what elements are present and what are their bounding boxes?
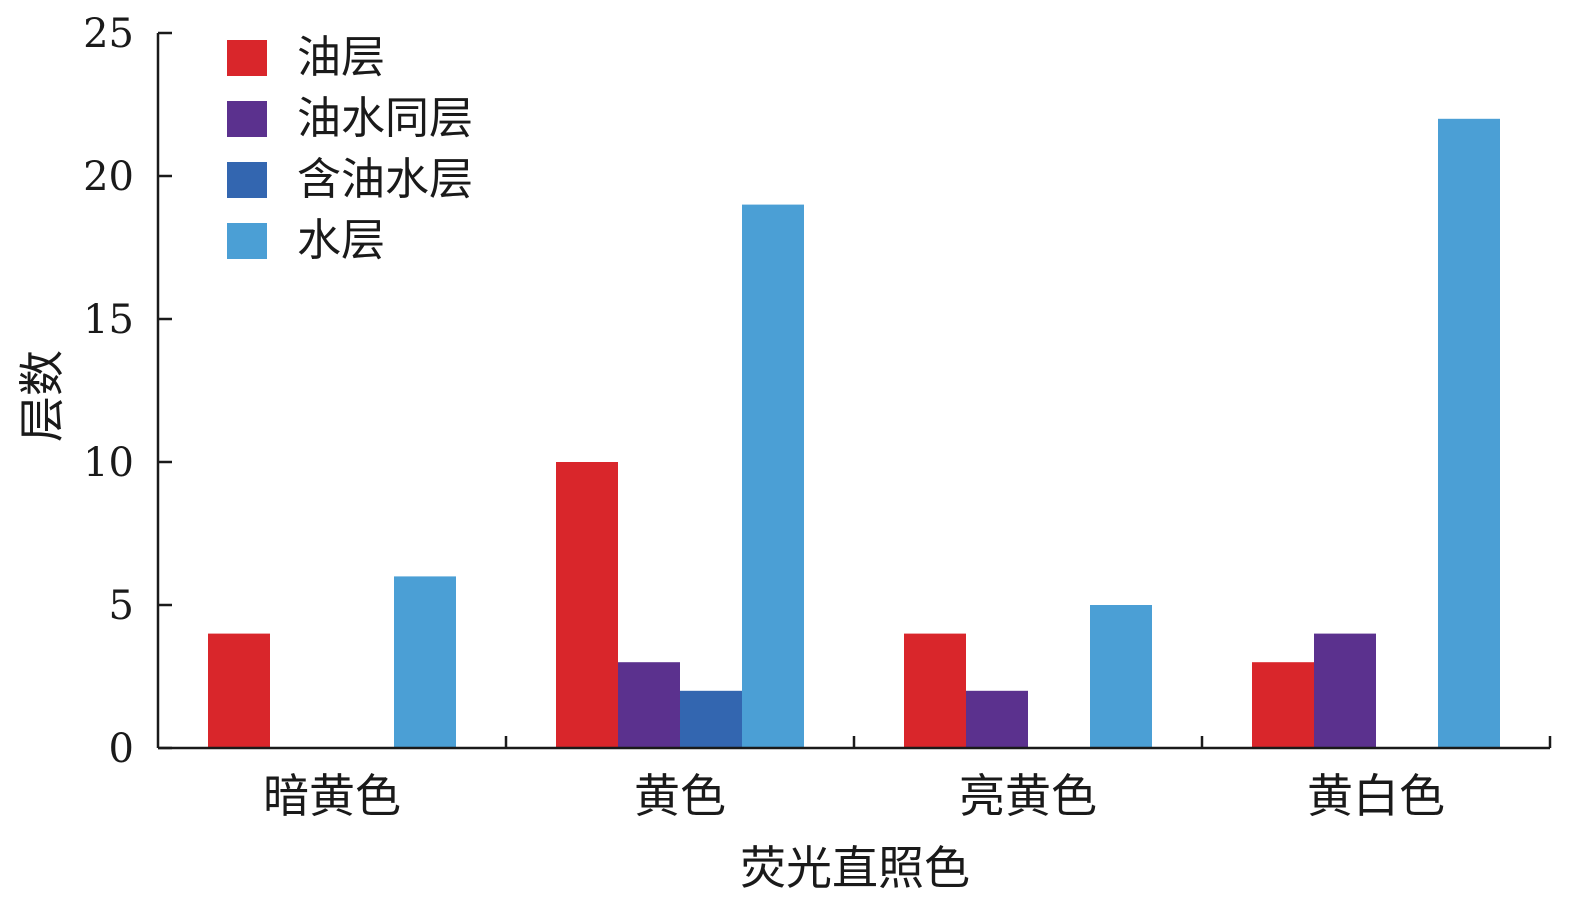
x-ticks: 暗黄色 黄色 亮黄色 黄白色 xyxy=(263,736,1552,823)
x-axis-title: 荧光直照色 xyxy=(740,841,970,895)
bar xyxy=(1252,662,1314,748)
legend-label: 油层 xyxy=(297,32,385,83)
bars-layer xyxy=(208,118,1500,749)
bar xyxy=(966,690,1028,748)
y-tick-label: 0 xyxy=(109,726,134,772)
legend-swatch xyxy=(227,223,267,259)
legend-swatch xyxy=(227,162,267,198)
y-axis-title: 层数 xyxy=(15,350,69,442)
y-tick-label: 25 xyxy=(83,11,134,57)
bar xyxy=(618,662,680,748)
legend-label: 油水同层 xyxy=(297,93,473,144)
x-category-label: 亮黄色 xyxy=(959,769,1097,823)
bar xyxy=(680,690,742,748)
bar xyxy=(1438,118,1500,749)
x-category-label: 暗黄色 xyxy=(263,769,401,823)
bar xyxy=(394,576,456,748)
bar xyxy=(208,633,270,748)
y-tick-label: 15 xyxy=(83,297,134,343)
legend-swatch xyxy=(227,101,267,137)
bar xyxy=(556,462,618,748)
bar xyxy=(904,633,966,748)
y-tick-label: 5 xyxy=(109,583,134,629)
legend-label: 含油水层 xyxy=(297,154,473,205)
y-ticks: 0 5 10 15 20 25 xyxy=(83,11,172,772)
x-category-label: 黄白色 xyxy=(1307,769,1445,823)
legend-swatch xyxy=(227,40,267,76)
bar xyxy=(1314,633,1376,748)
legend-label: 水层 xyxy=(297,215,385,266)
bar xyxy=(742,204,804,749)
x-category-label: 黄色 xyxy=(634,769,726,823)
y-tick-label: 10 xyxy=(83,440,134,486)
bar xyxy=(1090,605,1152,748)
y-tick-label: 20 xyxy=(83,154,134,200)
